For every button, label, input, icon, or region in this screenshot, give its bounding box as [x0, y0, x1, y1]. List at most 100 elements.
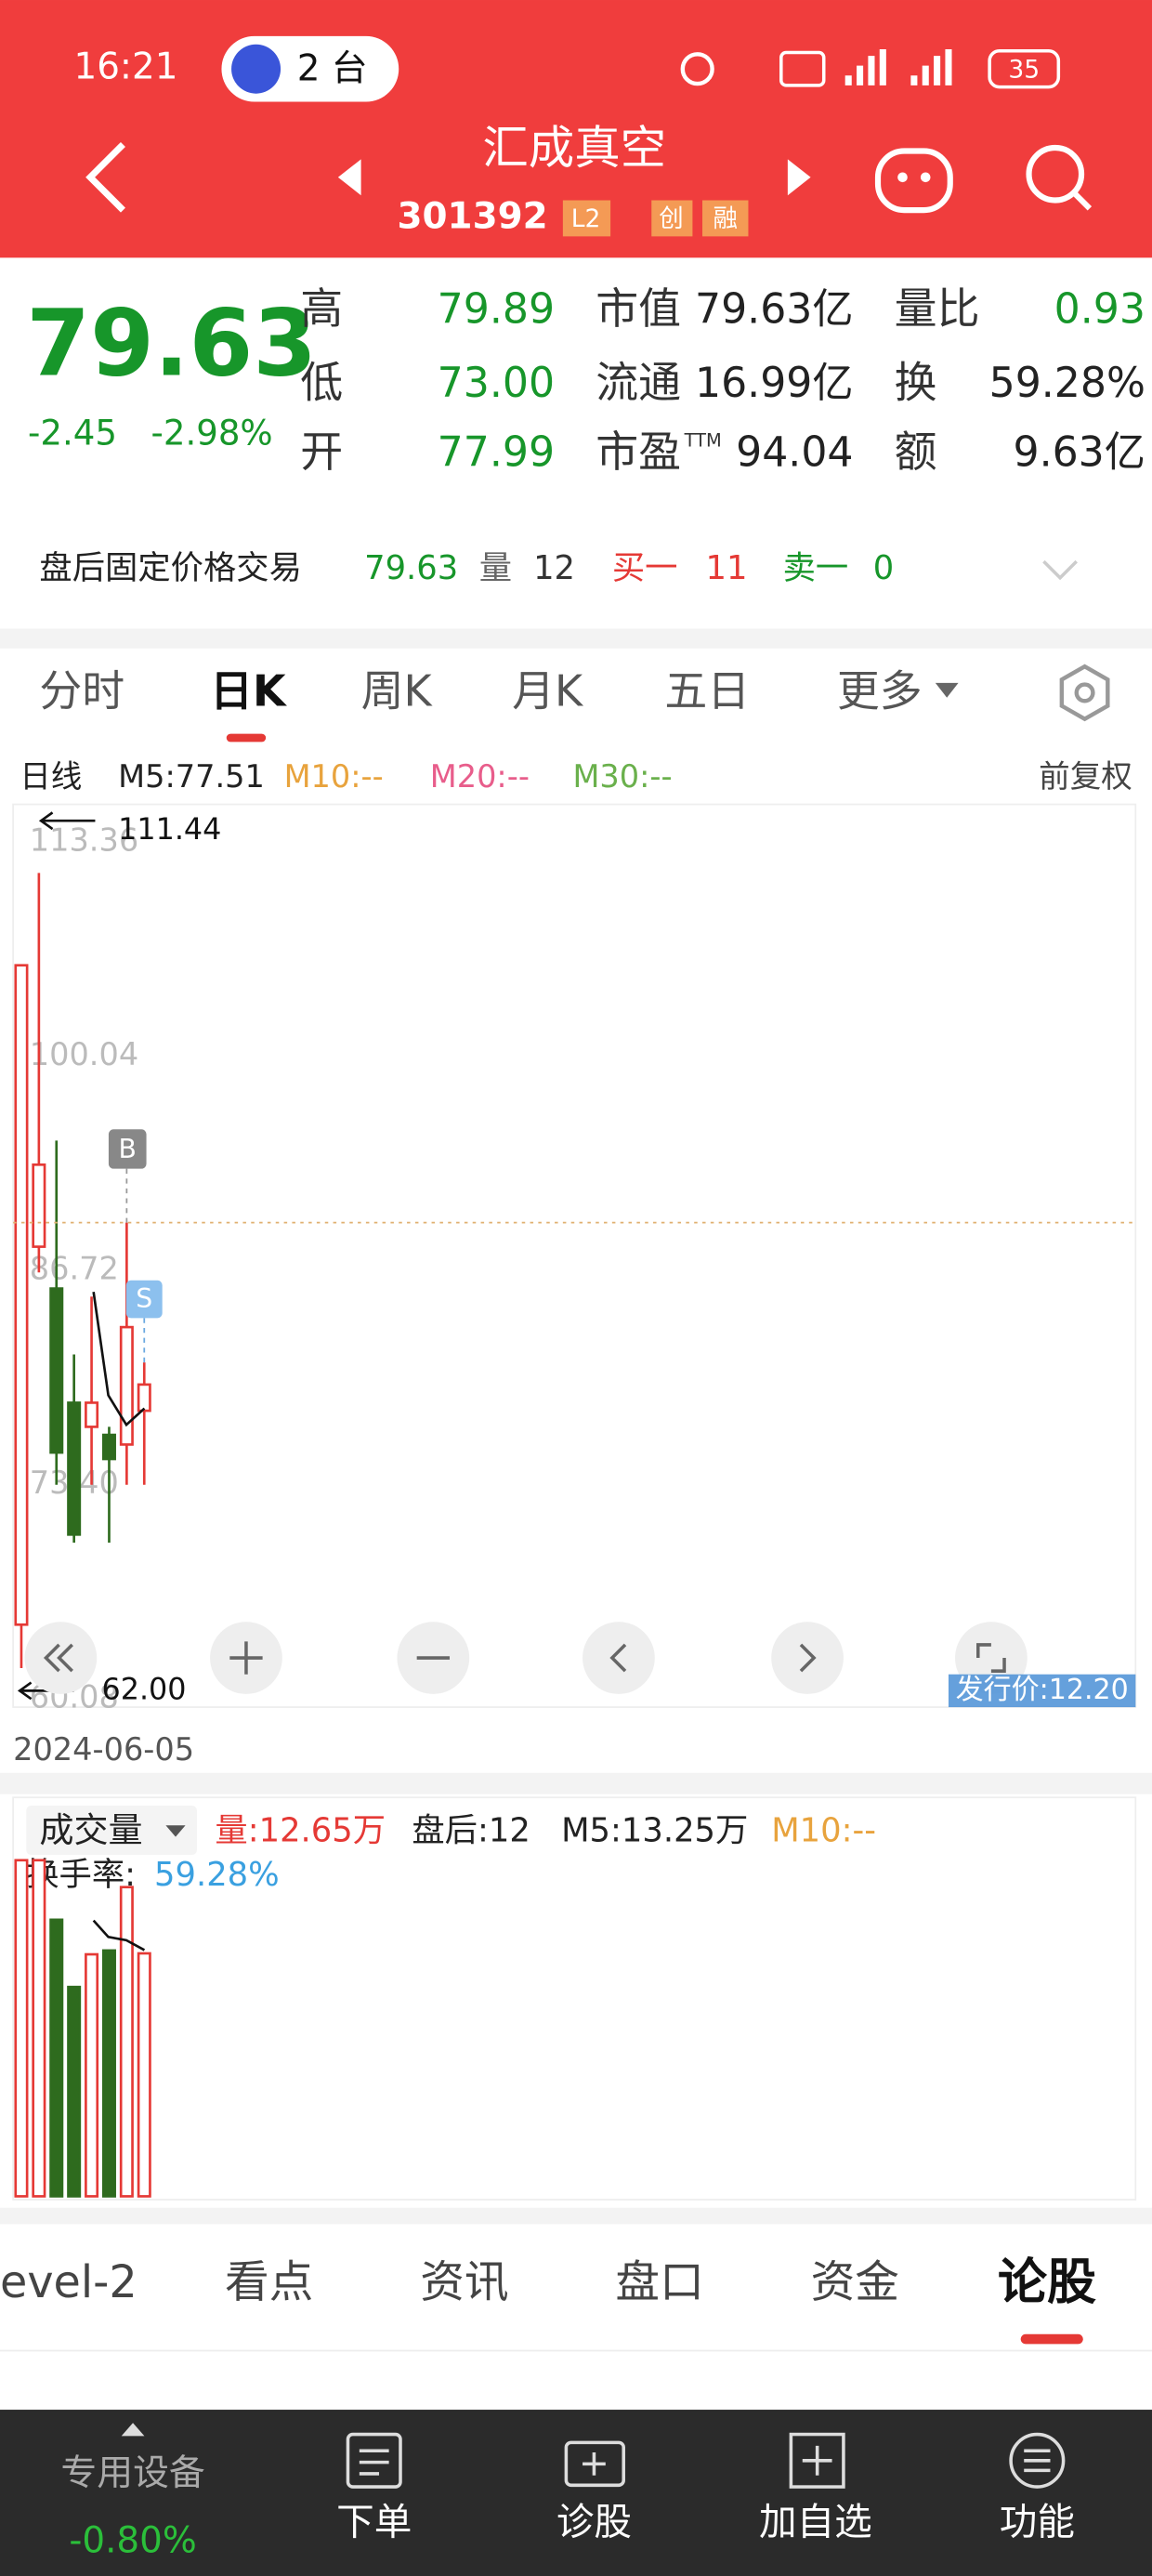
alarm-icon — [680, 52, 714, 86]
tab[interactable]: 日K — [210, 666, 287, 716]
volume-bar — [85, 1952, 99, 2198]
hd-icon — [779, 50, 826, 87]
indicator-line: 日线 — [20, 758, 82, 795]
volume-bar — [14, 1859, 29, 2198]
robot-eye — [897, 172, 908, 183]
tag-bg — [651, 200, 693, 237]
buy-marker: B — [119, 1134, 137, 1164]
prev-stock[interactable] — [337, 159, 361, 196]
stat-label: 流通 — [596, 358, 681, 408]
order-lines — [359, 2449, 389, 2476]
candle-body — [119, 1325, 134, 1446]
back-button[interactable] — [85, 141, 125, 213]
expand[interactable] — [1042, 559, 1078, 581]
ma5: M5:77.51 — [118, 758, 265, 795]
nav-item[interactable]: 下单 — [336, 2500, 412, 2544]
sell-marker-bg — [125, 1280, 163, 1319]
stat-label: 高 — [300, 283, 343, 334]
volume-m10: M10:-- — [771, 1811, 876, 1849]
ma20: M20:-- — [430, 758, 530, 795]
volume-frame — [12, 1796, 1137, 2201]
tab[interactable]: 月K — [512, 666, 584, 716]
ma30: M30:-- — [572, 758, 672, 795]
nav-item[interactable]: 功能 — [1000, 2500, 1075, 2544]
tag-bg — [702, 200, 749, 237]
stat-value: 73.00 — [438, 360, 555, 407]
candle-body — [101, 1433, 116, 1461]
device-change: -0.80% — [69, 2520, 196, 2562]
tab[interactable]: 周K — [361, 666, 434, 716]
candle-body — [85, 1401, 99, 1428]
divider — [0, 1772, 1152, 1794]
low-marker: 62.00 — [102, 1672, 187, 1706]
date: 2024-06-05 — [13, 1731, 194, 1768]
buy-label: 买一 — [612, 549, 678, 587]
stat-value: 77.99 — [438, 428, 555, 476]
after-hours-vol-label: 量 — [479, 549, 512, 587]
device[interactable]: 专用设备 — [60, 2452, 204, 2494]
nav-bar — [0, 2410, 1152, 2576]
change-pct: -2.98% — [151, 414, 273, 453]
tag: 创 — [659, 204, 684, 233]
robot-eye — [920, 172, 931, 183]
y-tick-label: 86.72 — [30, 1251, 119, 1287]
left[interactable] — [583, 1622, 655, 1694]
stat-value: 9.63亿 — [1013, 428, 1145, 476]
bottom-tab[interactable]: 资金 — [811, 2257, 899, 2308]
candle-body — [137, 1383, 151, 1413]
tab[interactable]: 五日 — [664, 666, 750, 716]
volume-bar — [101, 1949, 116, 2198]
volume-bar — [32, 1859, 46, 2198]
right[interactable] — [771, 1622, 844, 1694]
next-stock[interactable] — [787, 159, 811, 196]
volume-bar — [137, 1952, 151, 2198]
stat-value: 0.93 — [1054, 286, 1145, 334]
tab[interactable]: 更多 — [837, 666, 923, 716]
stat-label: 额 — [895, 427, 937, 477]
add-icon — [789, 2432, 845, 2489]
adjust[interactable]: 前复权 — [1039, 758, 1132, 795]
issue-price-bg — [948, 1674, 1136, 1708]
stat-value: 79.63亿 — [695, 286, 854, 334]
settings[interactable] — [1059, 664, 1110, 722]
nav-item[interactable]: 诊股 — [556, 2500, 632, 2544]
volume-after: 盘后:12 — [412, 1811, 530, 1849]
tag: 融 — [713, 204, 738, 233]
volume-bar — [49, 1918, 64, 2198]
stock-name: 汇成真空 — [482, 121, 666, 175]
after-hours-vol: 12 — [533, 549, 575, 587]
bottom-tab-underline — [1020, 2333, 1083, 2345]
nav-icons — [346, 2432, 1066, 2489]
badge-icon — [231, 44, 281, 94]
search-handle — [1072, 191, 1093, 211]
nav-items: 下单 诊股 加自选 功能 — [336, 2500, 1075, 2544]
bottom-tab[interactable]: 盘口 — [615, 2257, 703, 2308]
sell: 0 — [873, 549, 894, 587]
change: -2.45 — [28, 414, 117, 453]
ma10: M10:-- — [284, 758, 384, 795]
stat-label: 市值 — [596, 283, 681, 334]
y-tick-label: 113.36 — [30, 822, 138, 859]
nav-item[interactable]: 加自选 — [759, 2500, 872, 2544]
bottom-tab[interactable]: 论股 — [998, 2254, 1096, 2310]
robot-icon[interactable] — [874, 148, 953, 214]
bottom-tab[interactable]: 看点 — [225, 2257, 313, 2308]
search-icon[interactable] — [1026, 144, 1085, 204]
bottom-tab[interactable]: 资讯 — [420, 2257, 508, 2308]
chart-frame — [12, 803, 1137, 1708]
volume-select[interactable] — [26, 1806, 197, 1856]
tab[interactable]: 分时 — [39, 666, 124, 716]
volume-arrow — [165, 1825, 186, 1837]
issue-price: 发行价:12.20 — [956, 1674, 1129, 1706]
bottom-tab[interactable]: evel-2 — [0, 2257, 137, 2308]
volume-bar — [67, 1985, 82, 2198]
volume-bars — [14, 1859, 151, 2198]
stat-value: 16.99亿 — [695, 360, 854, 407]
volume-ma — [92, 1919, 146, 1952]
stat-value: 94.04 — [736, 428, 853, 476]
candle-body — [67, 1401, 82, 1536]
func-icon — [1009, 2432, 1066, 2489]
high-marker: 111.44 — [118, 812, 221, 847]
